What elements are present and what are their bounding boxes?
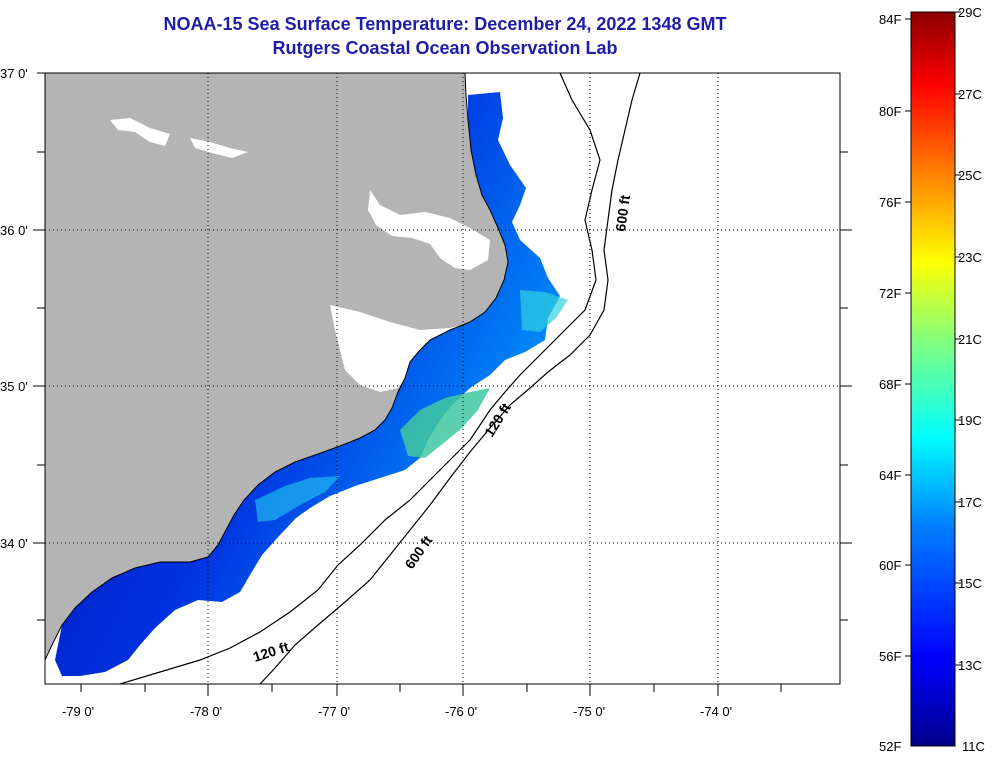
warm-water-plume <box>400 388 490 458</box>
warm-water-plume <box>255 476 340 522</box>
coastline <box>45 73 509 661</box>
map-subtitle: Rutgers Coastal Ocean Observation Lab <box>272 38 618 58</box>
lon-label: -79 0' <box>62 704 94 719</box>
warm-water-plume <box>520 290 568 332</box>
lat-label: 34 0' <box>0 536 28 551</box>
lon-label: -78 0' <box>190 704 222 719</box>
map-title: NOAA-15 Sea Surface Temperature: Decembe… <box>163 14 727 34</box>
lon-label: -75 0' <box>573 704 605 719</box>
lon-label: -77 0' <box>318 704 350 719</box>
sst-data-overlay <box>55 92 560 676</box>
lat-label: 37 0' <box>0 66 28 81</box>
lon-label: -76 0' <box>445 704 477 719</box>
isobath-120ft <box>119 73 601 684</box>
lon-label: -74 0' <box>700 704 732 719</box>
axis-ticks <box>33 72 852 696</box>
isobath-label: 600 ft <box>612 194 633 233</box>
inland-water <box>190 138 248 158</box>
isobath-600ft <box>259 73 641 684</box>
lat-label: 36 0' <box>0 223 28 238</box>
graticule <box>45 73 840 684</box>
map-border <box>44 72 841 685</box>
inland-water <box>110 118 170 146</box>
lat-label: 35 0' <box>0 379 28 394</box>
